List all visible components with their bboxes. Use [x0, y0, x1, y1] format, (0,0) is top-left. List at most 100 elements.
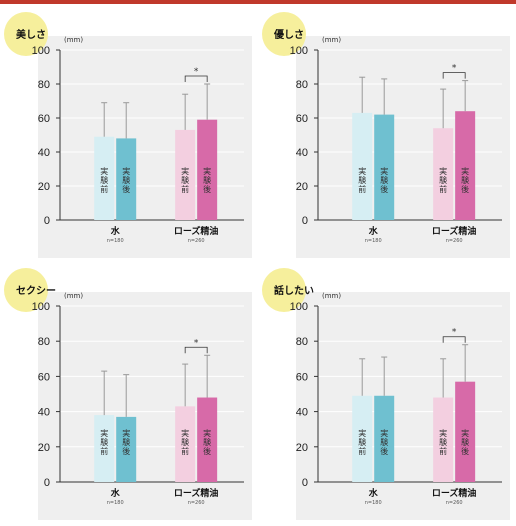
- bar: [94, 136, 115, 220]
- chart-title: 話したい: [274, 284, 314, 297]
- chart-svg-4: 話したい (mm)020406080100実験前実験後水n=180実験前実験後ロー…: [262, 268, 510, 520]
- bar-label-char: 実: [122, 166, 130, 176]
- bar-label-char: 実: [358, 166, 366, 176]
- bar: [433, 128, 454, 220]
- bar-label-char: 験: [380, 438, 388, 447]
- bar-label-char: 前: [100, 446, 108, 456]
- bar-label-char: 実: [203, 428, 211, 438]
- bar-label: 実験後: [203, 166, 211, 194]
- bar-label-char: 後: [203, 446, 211, 456]
- chart-panel-1: 美しさ (mm) 0 20 40 60 80 100 実験前実験後水 n=180 実験前実験後ローズ…: [4, 6, 256, 260]
- significance-mark: *: [452, 328, 457, 338]
- bar-label-char: 実: [181, 166, 189, 176]
- title-badge: [4, 12, 48, 56]
- bar-label-char: 験: [358, 438, 366, 447]
- bar-label-char: 後: [461, 184, 469, 194]
- x-category-label: ローズ精油: [432, 487, 477, 499]
- plot-background: [38, 292, 252, 520]
- bar-label-char: 験: [439, 176, 447, 185]
- sample-size-label: n=260: [446, 238, 463, 244]
- sample-size-label: n=260: [446, 500, 463, 506]
- bar-label-char: 験: [439, 438, 447, 447]
- y-tick-label: 40: [38, 407, 50, 419]
- bar: [455, 381, 476, 482]
- bar-label-char: 実: [380, 428, 388, 438]
- y-tick-label: 0: [302, 215, 308, 227]
- sample-size-label: n=180: [365, 238, 382, 244]
- x-category-label: 水: [369, 225, 379, 237]
- significance-bracket: [442, 72, 466, 79]
- y-tick-label: 40: [38, 147, 50, 159]
- bar-label-char: 実: [100, 166, 108, 176]
- bar-label: 実験前: [181, 166, 189, 194]
- bar-label-char: 実: [203, 166, 211, 176]
- significance-bracket: [184, 75, 208, 82]
- significance-mark: *: [194, 338, 199, 348]
- bar-label-char: 後: [122, 184, 130, 194]
- bar: [374, 395, 395, 482]
- y-tick-label: 100: [32, 45, 50, 57]
- bar-label-char: 実: [181, 428, 189, 438]
- bar-label-char: 実: [100, 428, 108, 438]
- bar-label-char: 験: [100, 176, 108, 185]
- y-tick-label: 0: [44, 477, 50, 489]
- bar-label: 実験前: [439, 428, 447, 456]
- bar-label-char: 前: [100, 184, 108, 194]
- bar-label-char: 験: [203, 438, 211, 447]
- x-category-label: ローズ精油: [432, 225, 477, 237]
- bar: [433, 397, 454, 482]
- chart-panel-3: セクシー (mm) 0 20 40 60 80 100 実験前実験後水 n=180 実験前実験後ロー…: [4, 262, 256, 522]
- bar-label: 実験後: [122, 428, 130, 456]
- bar-label-char: 前: [439, 184, 447, 194]
- bar-label-char: 後: [122, 446, 130, 456]
- bar-label-char: 前: [358, 446, 366, 456]
- plot-background: [38, 36, 252, 258]
- chart-panel-4: 話したい (mm) 0 20 40 60 80 100 実験前実験後水 n=180 実験前実験後ロー…: [262, 262, 514, 522]
- bar: [197, 397, 218, 482]
- y-tick-label: 0: [44, 215, 50, 227]
- bar: [175, 129, 196, 220]
- significance-mark: *: [194, 67, 199, 77]
- sample-size-label: n=260: [188, 238, 205, 244]
- y-tick-label: 60: [296, 371, 308, 383]
- title-badge: [4, 268, 48, 312]
- bar-label: 実験後: [380, 428, 388, 456]
- y-tick-label: 100: [32, 301, 50, 313]
- y-axis-unit: (mm): [322, 292, 341, 300]
- y-tick-label: 20: [38, 181, 50, 193]
- bar: [352, 395, 373, 482]
- bar-label-char: 実: [461, 166, 469, 176]
- bar-label-char: 実: [439, 166, 447, 176]
- bar: [116, 416, 137, 482]
- bar-label: 実験前: [100, 428, 108, 456]
- sample-size-label: n=180: [107, 238, 124, 244]
- bar-label: 実験後: [122, 166, 130, 194]
- y-tick-label: 80: [38, 336, 50, 348]
- y-tick-label: 20: [296, 181, 308, 193]
- sample-size-label: n=180: [107, 500, 124, 506]
- y-tick-label: 80: [296, 79, 308, 91]
- bar-label: 実験前: [100, 166, 108, 194]
- bar: [116, 138, 137, 220]
- y-axis-unit: (mm): [64, 292, 83, 300]
- bar-label-char: 験: [122, 176, 130, 185]
- y-tick-label: 80: [296, 336, 308, 348]
- plot-background: [296, 36, 510, 258]
- bar-label-char: 験: [181, 438, 189, 447]
- bar: [352, 112, 373, 220]
- bar-label-char: 験: [461, 438, 469, 447]
- title-badge: [262, 268, 306, 312]
- bar-label-char: 験: [122, 438, 130, 447]
- bar-label-char: 験: [380, 176, 388, 185]
- bar-label-char: 後: [380, 446, 388, 456]
- significance-bracket: [184, 346, 208, 354]
- bar-label-char: 前: [439, 446, 447, 456]
- x-category-label: ローズ精油: [174, 487, 219, 499]
- top-accent-line: [0, 0, 516, 4]
- sample-size-label: n=260: [188, 500, 205, 506]
- bar-label: 実験前: [181, 428, 189, 456]
- significance-mark: *: [452, 64, 457, 74]
- bar-label: 実験後: [461, 166, 469, 194]
- chart-svg-2: 優しさ (mm)020406080100実験前実験後水n=180実験前実験後ローズ…: [262, 12, 510, 258]
- bar-label: 実験前: [439, 166, 447, 194]
